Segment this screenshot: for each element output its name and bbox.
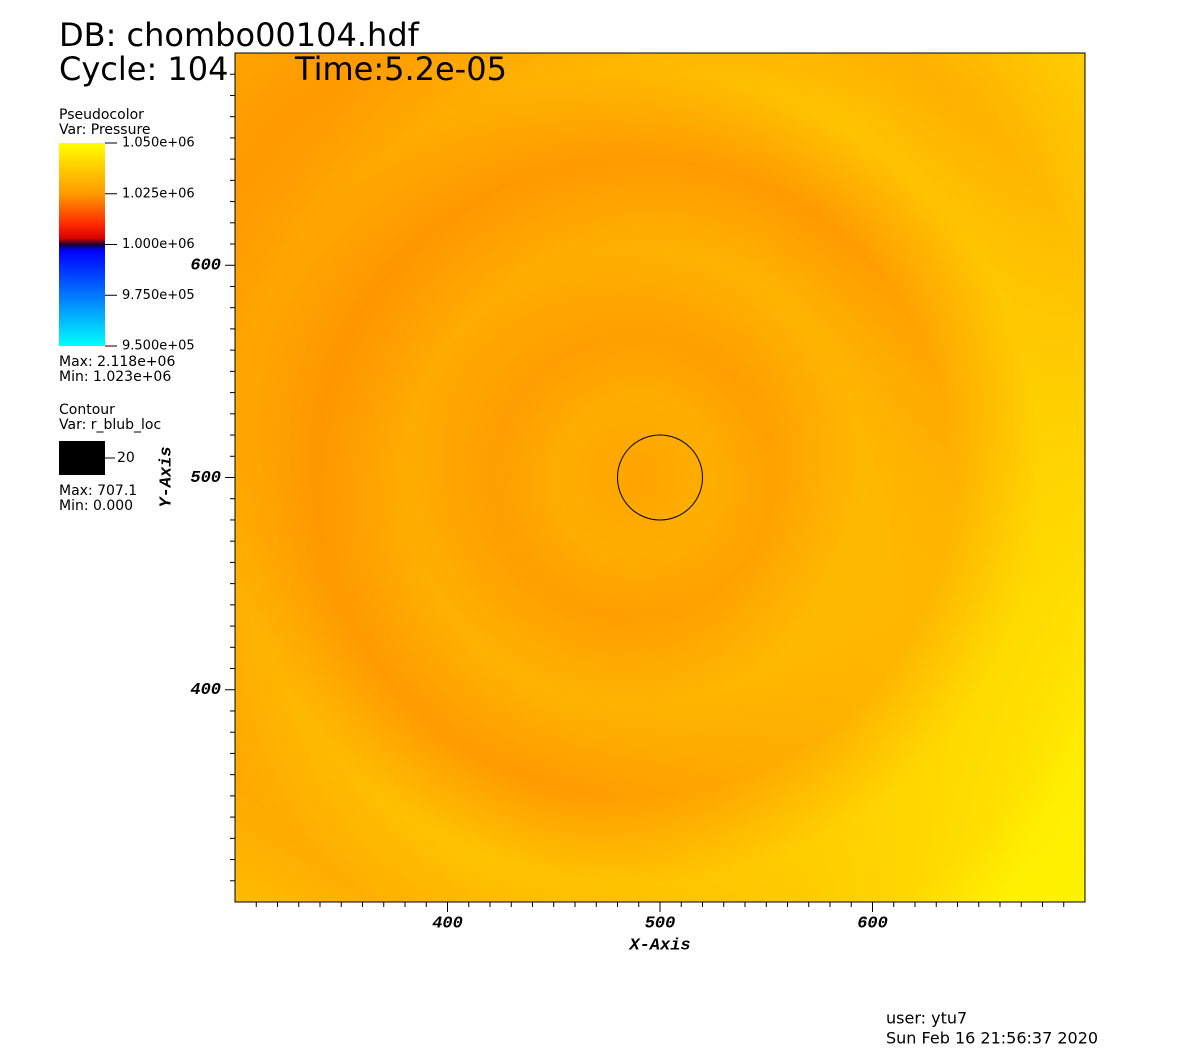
colorbar-tick-label: 9.750e+05: [122, 288, 195, 303]
legend-var: Var: Pressure: [59, 122, 151, 138]
legend-title: Pseudocolor: [59, 107, 144, 123]
legend-min: Min: 1.023e+06: [59, 369, 171, 385]
contour-swatch: [59, 441, 105, 475]
pseudocolor-shade: [235, 53, 1085, 902]
time: Time:5.2e-05: [294, 50, 507, 88]
x-tick-label: 400: [432, 914, 463, 933]
contour-min: Min: 0.000: [59, 498, 133, 514]
cycle: Cycle: 104: [59, 50, 228, 88]
contour-line: [617, 434, 703, 521]
colorbar-tick-label: 1.050e+06: [122, 136, 195, 151]
contour-var: Var: r_blub_loc: [59, 417, 161, 433]
contour-max: Max: 707.1: [59, 483, 137, 499]
y-tick-label: 600: [190, 257, 221, 276]
y-tick-label: 500: [190, 469, 221, 488]
colorbar-tick-label: 1.025e+06: [122, 186, 195, 201]
x-tick-label: 500: [645, 914, 676, 933]
date: Sun Feb 16 21:56:37 2020: [886, 1029, 1098, 1048]
y-axis-label: Y-Axis: [157, 446, 176, 507]
db-title: DB: chombo00104.hdf: [59, 16, 420, 54]
x-axis-label: X-Axis: [628, 936, 690, 955]
x-tick-label: 600: [857, 914, 888, 933]
colorbar: [59, 143, 105, 346]
colorbar-tick-label: 9.500e+05: [122, 339, 195, 354]
contour-title: Contour: [59, 402, 115, 418]
legend-max: Max: 2.118e+06: [59, 354, 175, 370]
y-tick-label: 400: [190, 681, 221, 700]
contour-legend-label: 20: [117, 450, 135, 466]
colorbar-tick-label: 1.000e+06: [122, 237, 195, 252]
user: user: ytu7: [886, 1009, 967, 1028]
